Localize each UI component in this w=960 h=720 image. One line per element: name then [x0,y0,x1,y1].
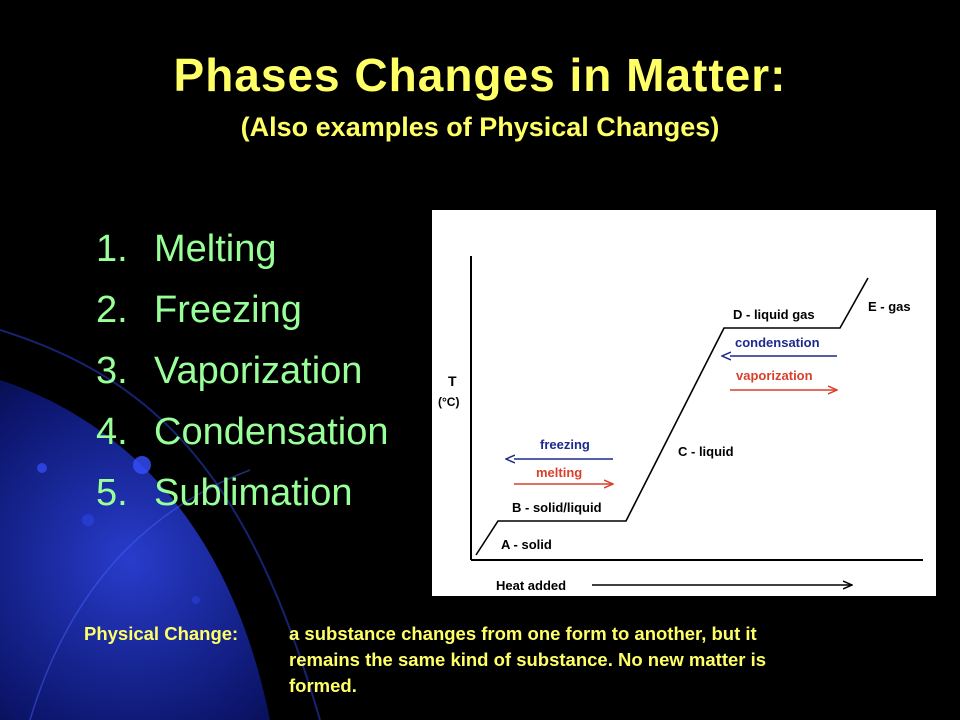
freezing-label: freezing [540,437,590,452]
slide-title: Phases Changes in Matter: [173,49,787,101]
segment-label-a: A - solid [501,537,552,552]
list-item: 2. Freezing [96,285,389,346]
list-number: 1. [96,228,128,270]
y-axis-unit: (°C) [438,395,459,409]
segment-label-e: E - gas [868,299,911,314]
segment-label-d: D - liquid gas [733,307,815,322]
heating-curve-diagram: T (°C) A - solid B - solid/liquid C - li… [432,210,936,596]
list-label: Sublimation [154,472,353,514]
phase-change-list: 1. Melting 2. Freezing 3. Vaporization 4. Co… [96,224,389,529]
list-item: 4. Condensation [96,407,389,468]
definition-line: formed. [289,675,357,696]
list-label: Freezing [154,289,302,331]
heating-curve [475,277,869,556]
list-item: 1. Melting [96,224,389,285]
list-label: Vaporization [154,350,363,392]
definition-line: a substance changes from one form to ano… [289,623,757,644]
y-axis-label: T [448,373,457,389]
list-label: Melting [154,228,277,270]
melting-label: melting [536,465,582,480]
list-number: 2. [96,289,128,331]
x-axis-label: Heat added [496,578,566,593]
condensation-label: condensation [735,335,820,350]
list-number: 3. [96,350,128,392]
definition-line: remains the same kind of substance. No n… [289,649,767,670]
segment-label-c: C - liquid [678,444,734,459]
segment-label-b: B - solid/liquid [512,500,602,515]
list-number: 5. [96,472,128,514]
list-number: 4. [96,411,128,453]
list-item: 3. Vaporization [96,346,389,407]
definition-term: Physical Change: [84,623,239,644]
vaporization-label: vaporization [736,368,813,383]
slide-subtitle: (Also examples of Physical Changes) [240,112,720,142]
list-item: 5. Sublimation [96,468,389,529]
definition-body: a substance changes from one form to ano… [289,621,929,699]
list-label: Condensation [154,411,389,453]
